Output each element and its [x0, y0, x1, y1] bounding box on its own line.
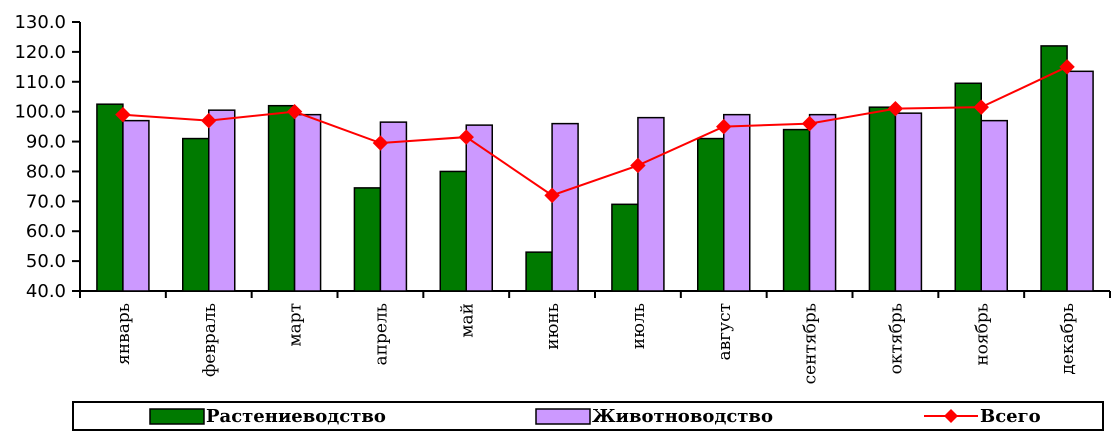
total-point-marker [544, 187, 560, 204]
bar-livestock [465, 124, 493, 292]
total-point-marker [630, 157, 646, 174]
x-axis: январь февраль март апрель май июнь июль август… [79, 290, 1111, 384]
bar-livestock [208, 109, 236, 292]
x-category-label: октябрь [886, 303, 906, 374]
y-tick-label: 130.0 [14, 12, 66, 33]
x-category-label: ноябрь [972, 303, 992, 366]
bar-livestock [980, 119, 1008, 292]
y-tick-label: 40.0 [26, 281, 66, 302]
legend-label: Растениеводство [206, 406, 386, 427]
bar-livestock [1066, 70, 1094, 292]
bar-livestock [808, 113, 837, 292]
bars [96, 45, 1094, 292]
total-point-marker [115, 106, 131, 123]
bar-crop [1040, 45, 1068, 292]
total-point-marker [973, 99, 989, 115]
y-tick-label: 70.0 [26, 191, 66, 212]
bar-crop [697, 137, 725, 292]
legend-swatch [149, 408, 205, 425]
total-line-path [122, 65, 1068, 197]
bar-crop [439, 170, 467, 292]
y-tick-label: 50.0 [26, 251, 66, 272]
bar-crop [267, 104, 296, 292]
bar-crop [954, 82, 982, 292]
total-point-marker [801, 115, 818, 132]
y-tick-label: 60.0 [26, 221, 66, 242]
bar-livestock [637, 116, 665, 292]
total-point-marker [372, 135, 389, 151]
bar-crop [611, 203, 639, 292]
legend-marker [944, 409, 958, 423]
y-tick-label: 110.0 [14, 72, 66, 93]
y-tick-label: 90.0 [26, 132, 66, 153]
bar-crop [353, 187, 382, 292]
bar-livestock [122, 119, 150, 292]
legend-swatch [535, 408, 591, 425]
bar-crop [868, 106, 897, 292]
x-category-label: май [457, 303, 477, 338]
bar-livestock [723, 113, 751, 292]
total-point-marker [1059, 59, 1075, 75]
total-point-marker [716, 118, 732, 135]
x-category-label: декабрь [1058, 303, 1078, 375]
x-category-label: август [715, 303, 735, 361]
bar-livestock [551, 122, 579, 292]
y-tick-label: 80.0 [26, 161, 66, 182]
total-line [115, 59, 1075, 204]
bar-crop [182, 137, 210, 292]
bar-livestock [894, 112, 923, 292]
bar-crop [96, 103, 124, 292]
x-category-label: март [286, 303, 306, 347]
y-axis: 40.0 50.0 60.0 70.0 80.0 90.0 100.0 110.0 120.0 1… [14, 12, 81, 302]
x-category-label: июль [629, 303, 649, 349]
y-tick-label: 100.0 [14, 102, 66, 123]
bar-crop [782, 128, 811, 292]
x-category-label: апрель [371, 303, 391, 365]
x-category-label: сентябрь [801, 303, 821, 384]
x-category-label: июнь [543, 303, 563, 350]
bar-livestock [379, 121, 408, 292]
total-point-marker [887, 100, 904, 117]
legend: Растениеводство Животноводство Всего [72, 401, 1104, 431]
legend-label: Всего [980, 406, 1041, 427]
x-category-label: январь [114, 303, 134, 365]
total-point-marker [201, 112, 217, 129]
total-point-marker [458, 129, 474, 145]
bar-livestock [293, 113, 322, 292]
bar-crop [525, 251, 553, 292]
x-category-label: февраль [200, 303, 220, 377]
legend-label: Животноводство [592, 406, 773, 427]
y-tick-label: 120.0 [14, 42, 66, 63]
total-point-marker [286, 103, 303, 120]
